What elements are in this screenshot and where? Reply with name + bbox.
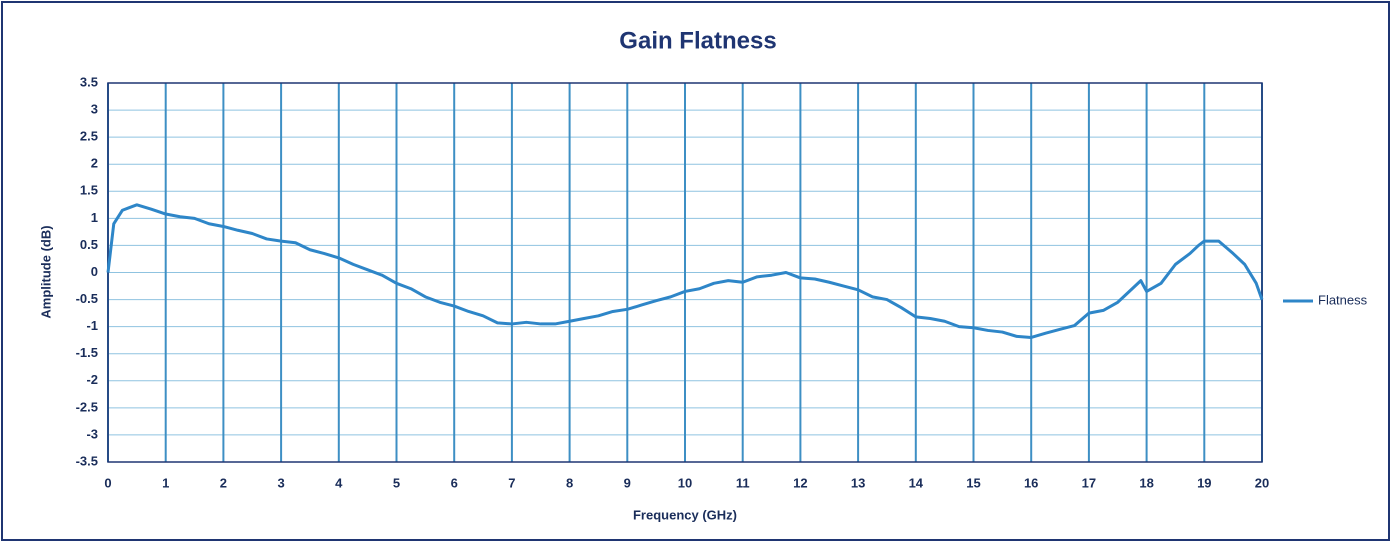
y-tick-label: -3 xyxy=(86,426,98,441)
y-tick-label: -1.5 xyxy=(76,345,98,360)
y-tick-label: -3.5 xyxy=(76,453,98,468)
x-tick-label: 6 xyxy=(451,475,458,490)
x-tick-label: 5 xyxy=(393,475,400,490)
y-tick-label: 1 xyxy=(91,210,98,225)
x-tick-label: 0 xyxy=(104,475,111,490)
y-tick-label: 0.5 xyxy=(80,237,98,252)
x-tick-label: 1 xyxy=(162,475,169,490)
x-tick-label: 14 xyxy=(909,475,924,490)
data-line xyxy=(106,203,1264,339)
x-tick-label: 9 xyxy=(624,475,631,490)
x-tick-label: 18 xyxy=(1139,475,1153,490)
y-axis-label: Amplitude (dB) xyxy=(38,225,53,318)
x-tick-label: 4 xyxy=(335,475,343,490)
x-tick-label: 20 xyxy=(1255,475,1269,490)
y-tick-label: 2 xyxy=(91,156,98,171)
y-tick-label: 0 xyxy=(91,264,98,279)
x-tick-label: 17 xyxy=(1082,475,1096,490)
x-tick-label: 19 xyxy=(1197,475,1211,490)
x-tick-label: 7 xyxy=(508,475,515,490)
x-tick-label: 10 xyxy=(678,475,692,490)
legend-label: Flatness xyxy=(1318,292,1368,307)
x-tick-label: 8 xyxy=(566,475,573,490)
x-tick-label: 13 xyxy=(851,475,865,490)
x-tick-label: 2 xyxy=(220,475,227,490)
y-tick-label: 2.5 xyxy=(80,129,98,144)
x-tick-label: 11 xyxy=(736,475,750,490)
x-axis-label: Frequency (GHz) xyxy=(633,507,737,522)
y-tick-label: -2 xyxy=(86,372,98,387)
chart-title: Gain Flatness xyxy=(619,27,776,54)
y-tick-label: 3.5 xyxy=(80,74,98,89)
x-tick-label: 16 xyxy=(1024,475,1038,490)
y-tick-label: -2.5 xyxy=(76,399,98,414)
y-tick-label: -1 xyxy=(86,318,98,333)
x-tick-label: 12 xyxy=(793,475,807,490)
y-tick-label: 1.5 xyxy=(80,183,98,198)
x-tick-label: 15 xyxy=(966,475,980,490)
y-tick-label: -0.5 xyxy=(76,291,98,306)
x-tick-label: 3 xyxy=(277,475,284,490)
y-tick-label: 3 xyxy=(91,102,98,117)
